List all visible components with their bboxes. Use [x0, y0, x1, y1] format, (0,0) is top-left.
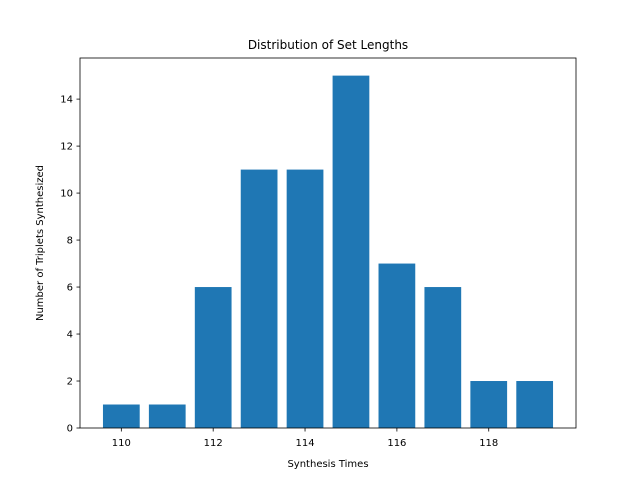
y-axis-label: Number of Triplets Synthesized — [35, 165, 46, 321]
y-tick-label-0: 0 — [67, 424, 73, 435]
bar-118 — [470, 381, 508, 428]
plot-frame — [79, 57, 577, 429]
y-tick-label-12: 12 — [60, 142, 73, 153]
bar-116 — [378, 263, 416, 428]
bar-119 — [516, 381, 554, 428]
x-axis-ticks: 110 112 114 116 118 — [112, 428, 498, 449]
y-tick-label-6: 6 — [67, 283, 73, 294]
bar-114 — [286, 169, 324, 429]
chart-title: Distribution of Set Lengths — [248, 38, 408, 52]
y-tick-label-2: 2 — [67, 377, 73, 388]
x-tick-label-110: 110 — [112, 438, 131, 449]
x-axis-label: Synthesis Times — [287, 459, 368, 470]
x-tick-label-112: 112 — [204, 438, 223, 449]
y-tick-label-10: 10 — [60, 189, 73, 200]
y-tick-label-8: 8 — [67, 236, 73, 247]
bar-113 — [240, 169, 278, 429]
bar-111 — [148, 404, 186, 428]
bars-group — [102, 75, 554, 429]
x-tick-label-118: 118 — [479, 438, 498, 449]
x-tick-label-116: 116 — [387, 438, 406, 449]
bar-117 — [424, 287, 462, 428]
x-tick-label-114: 114 — [295, 438, 314, 449]
bar-110 — [102, 404, 140, 428]
y-tick-label-4: 4 — [67, 330, 73, 341]
y-axis-ticks: 0 2 4 6 8 10 12 14 — [60, 95, 80, 435]
bar-112 — [194, 287, 232, 428]
y-tick-label-14: 14 — [60, 95, 73, 106]
bar-115 — [332, 75, 370, 428]
